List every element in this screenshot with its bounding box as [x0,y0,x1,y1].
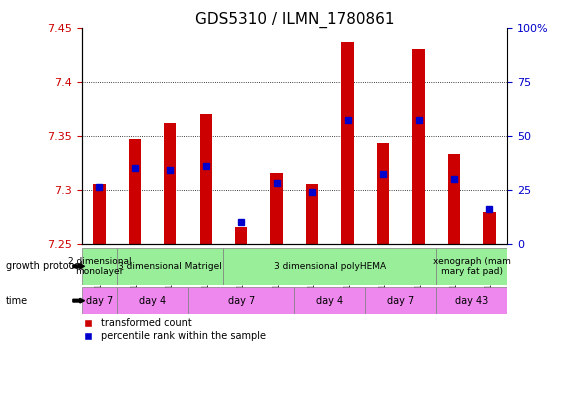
Bar [448,154,460,244]
Bar [117,248,223,285]
Bar [342,42,354,244]
Text: 3 dimensional Matrigel: 3 dimensional Matrigel [118,262,222,271]
Text: day 7: day 7 [227,296,255,306]
Bar [117,287,188,314]
Bar [436,287,507,314]
Text: day 43: day 43 [455,296,489,306]
Text: time: time [6,296,28,306]
Title: GDS5310 / ILMN_1780861: GDS5310 / ILMN_1780861 [195,11,394,28]
Bar [483,212,496,244]
Bar [271,173,283,244]
Text: 2 dimensional
monolayer: 2 dimensional monolayer [68,257,131,276]
Bar [188,287,294,314]
Bar [93,184,106,244]
Text: day 4: day 4 [139,296,166,306]
Bar [377,143,389,244]
Bar [436,248,507,285]
Legend: transformed count, percentile rank within the sample: transformed count, percentile rank withi… [75,314,270,345]
Text: day 7: day 7 [86,296,113,306]
Text: xenograph (mam
mary fat pad): xenograph (mam mary fat pad) [433,257,511,276]
Bar [199,114,212,244]
Bar [129,139,141,244]
Bar [82,248,117,285]
Bar [366,287,436,314]
Text: growth protocol: growth protocol [6,261,82,271]
Bar [82,287,117,314]
Bar [164,123,177,244]
Bar [223,248,436,285]
Text: day 4: day 4 [317,296,343,306]
Text: day 7: day 7 [387,296,415,306]
Bar [235,228,247,244]
Bar [306,184,318,244]
Bar [412,49,425,244]
Text: 3 dimensional polyHEMA: 3 dimensional polyHEMA [274,262,386,271]
Bar [294,287,366,314]
